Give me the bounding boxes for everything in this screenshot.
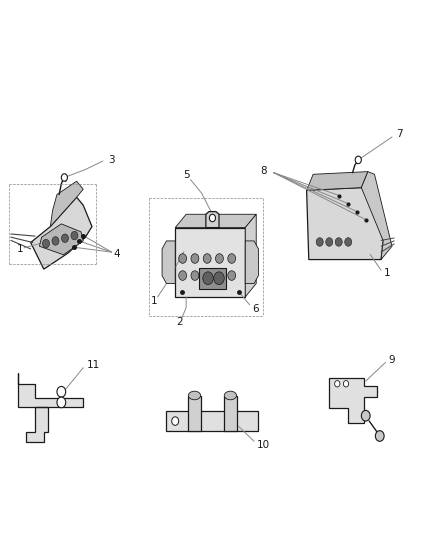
FancyBboxPatch shape [224, 396, 237, 431]
Circle shape [203, 272, 213, 285]
Circle shape [326, 238, 333, 246]
Circle shape [335, 381, 340, 387]
Ellipse shape [188, 391, 201, 400]
Circle shape [345, 238, 352, 246]
Circle shape [361, 410, 370, 421]
Circle shape [179, 271, 187, 280]
Circle shape [61, 234, 68, 243]
Polygon shape [162, 241, 175, 284]
Polygon shape [307, 188, 383, 260]
Text: 10: 10 [257, 440, 270, 449]
Polygon shape [175, 228, 245, 297]
Circle shape [57, 386, 66, 397]
Polygon shape [361, 172, 392, 260]
Text: 1: 1 [151, 296, 158, 306]
Circle shape [191, 271, 199, 280]
Text: 1: 1 [16, 244, 23, 254]
Polygon shape [175, 214, 256, 228]
Circle shape [172, 417, 179, 425]
Text: 2: 2 [176, 318, 183, 327]
Circle shape [355, 156, 361, 164]
Circle shape [42, 239, 49, 248]
Polygon shape [50, 181, 83, 227]
Circle shape [215, 254, 223, 263]
Text: 4: 4 [114, 249, 120, 259]
Circle shape [191, 254, 199, 263]
Polygon shape [245, 214, 256, 297]
Text: 1: 1 [384, 268, 391, 278]
Text: 3: 3 [109, 155, 115, 165]
Text: 6: 6 [252, 304, 258, 313]
Polygon shape [166, 411, 258, 431]
Polygon shape [307, 172, 368, 190]
Circle shape [343, 381, 349, 387]
Polygon shape [18, 373, 83, 442]
Polygon shape [31, 197, 92, 269]
Circle shape [228, 271, 236, 280]
FancyBboxPatch shape [188, 396, 201, 431]
Circle shape [209, 214, 215, 222]
Circle shape [335, 238, 342, 246]
Circle shape [52, 237, 59, 245]
Polygon shape [39, 224, 83, 255]
Circle shape [375, 431, 384, 441]
Circle shape [61, 174, 67, 181]
Polygon shape [245, 241, 258, 284]
Ellipse shape [224, 391, 237, 400]
Circle shape [57, 397, 66, 408]
Text: 5: 5 [183, 171, 190, 180]
Polygon shape [206, 212, 219, 228]
FancyBboxPatch shape [199, 268, 226, 289]
Circle shape [228, 254, 236, 263]
Circle shape [316, 238, 323, 246]
Circle shape [179, 254, 187, 263]
Circle shape [203, 271, 211, 280]
Polygon shape [328, 378, 377, 423]
Text: 11: 11 [87, 360, 100, 370]
Text: 7: 7 [396, 130, 403, 139]
Circle shape [214, 272, 224, 285]
Circle shape [203, 254, 211, 263]
Text: 8: 8 [260, 166, 267, 175]
Circle shape [215, 271, 223, 280]
Text: 9: 9 [389, 355, 395, 365]
Circle shape [71, 231, 78, 240]
